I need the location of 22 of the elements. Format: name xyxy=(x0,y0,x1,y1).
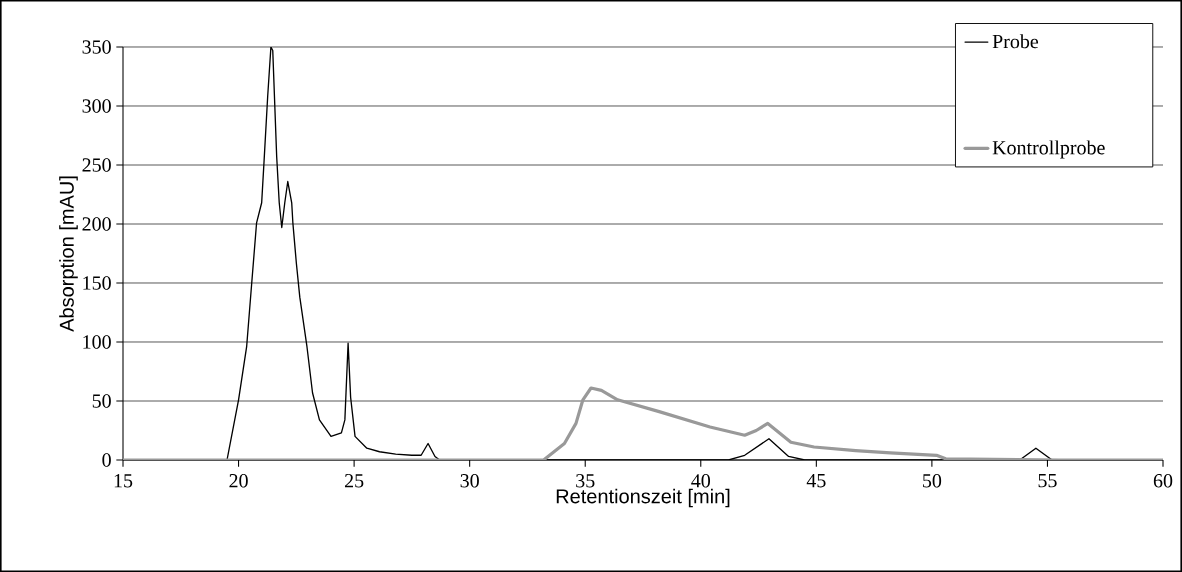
x-axis-title: Retentionszeit [min] xyxy=(556,488,730,508)
legend-label: Kontrollprobe xyxy=(992,140,1105,159)
y-tick-label: 300 xyxy=(82,99,111,113)
x-tick-label: 20 xyxy=(229,474,248,488)
y-axis-title: Absorption [mAU] xyxy=(59,176,78,332)
x-tick-label: 40 xyxy=(691,474,711,488)
x-tick-label: 50 xyxy=(923,474,942,488)
y-tick-label: 350 xyxy=(82,40,111,54)
y-tick-label: 250 xyxy=(82,158,111,172)
x-tick-label: 55 xyxy=(1038,474,1057,488)
x-tick-label: 60 xyxy=(1153,474,1173,488)
x-tick-label: 15 xyxy=(114,474,133,488)
y-tick-label: 50 xyxy=(92,394,111,408)
y-tick-label: 100 xyxy=(83,335,111,349)
legend-label: Probe xyxy=(992,34,1039,49)
x-tick-label: 30 xyxy=(460,474,479,488)
y-tick-label: 0 xyxy=(102,453,111,467)
x-tick-label: 25 xyxy=(344,474,364,488)
x-tick-label: 45 xyxy=(806,474,826,488)
y-tick-label: 150 xyxy=(83,276,111,290)
y-tick-label: 200 xyxy=(82,217,111,231)
x-tick-label: 35 xyxy=(576,474,595,488)
